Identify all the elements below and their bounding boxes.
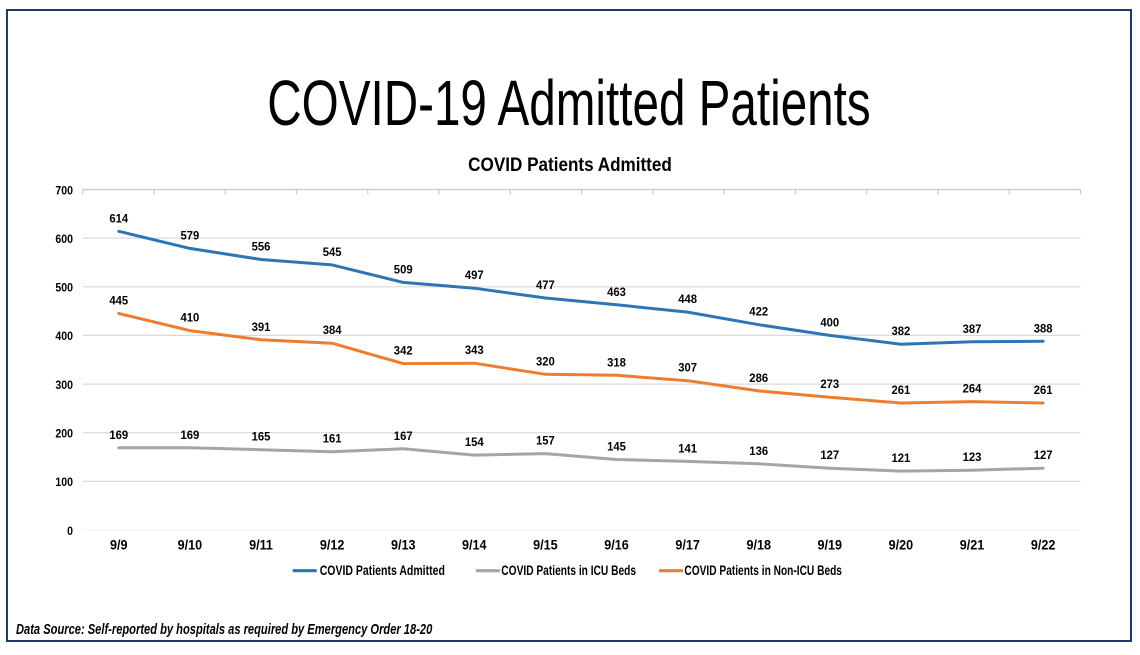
svg-text:556: 556 <box>252 240 271 253</box>
svg-text:400: 400 <box>55 331 73 344</box>
svg-text:169: 169 <box>181 428 200 441</box>
svg-text:9/18: 9/18 <box>746 537 770 553</box>
svg-text:448: 448 <box>678 293 697 306</box>
svg-text:0: 0 <box>67 525 73 538</box>
svg-text:127: 127 <box>820 449 839 462</box>
svg-text:COVID Patients in ICU Beds: COVID Patients in ICU Beds <box>501 562 636 578</box>
svg-text:9/16: 9/16 <box>604 537 628 553</box>
svg-text:264: 264 <box>963 382 982 395</box>
svg-text:100: 100 <box>55 477 73 490</box>
svg-text:9/15: 9/15 <box>533 537 558 553</box>
svg-text:477: 477 <box>536 279 555 292</box>
svg-text:9/11: 9/11 <box>249 537 273 553</box>
svg-text:463: 463 <box>607 285 626 298</box>
svg-text:445: 445 <box>109 294 128 307</box>
svg-text:320: 320 <box>536 355 555 368</box>
svg-text:497: 497 <box>465 269 484 282</box>
svg-text:200: 200 <box>55 428 73 441</box>
svg-text:145: 145 <box>607 440 626 453</box>
svg-text:165: 165 <box>252 430 271 443</box>
svg-text:384: 384 <box>323 324 342 337</box>
svg-text:422: 422 <box>749 305 768 318</box>
svg-text:127: 127 <box>1034 449 1053 462</box>
svg-text:9/9: 9/9 <box>110 537 128 553</box>
svg-text:387: 387 <box>963 322 982 335</box>
svg-text:400: 400 <box>820 316 839 329</box>
svg-text:307: 307 <box>678 361 697 374</box>
svg-text:9/12: 9/12 <box>320 537 344 553</box>
svg-text:700: 700 <box>55 185 73 198</box>
svg-text:300: 300 <box>55 379 73 392</box>
svg-text:9/22: 9/22 <box>1031 537 1055 553</box>
svg-text:COVID Patients in Non-ICU Beds: COVID Patients in Non-ICU Beds <box>684 562 842 578</box>
svg-text:614: 614 <box>109 212 128 225</box>
svg-text:286: 286 <box>749 372 768 385</box>
svg-text:273: 273 <box>820 378 839 391</box>
svg-text:391: 391 <box>252 320 271 333</box>
svg-text:9/13: 9/13 <box>391 537 415 553</box>
svg-text:261: 261 <box>1034 384 1053 397</box>
svg-text:154: 154 <box>465 436 484 449</box>
svg-text:167: 167 <box>394 429 413 442</box>
svg-text:9/14: 9/14 <box>462 537 487 553</box>
svg-text:600: 600 <box>55 233 73 246</box>
svg-text:343: 343 <box>465 344 484 357</box>
svg-text:388: 388 <box>1034 322 1053 335</box>
svg-text:9/10: 9/10 <box>178 537 202 553</box>
svg-text:169: 169 <box>109 428 128 441</box>
svg-text:123: 123 <box>963 451 982 464</box>
svg-text:141: 141 <box>678 442 697 455</box>
svg-text:9/20: 9/20 <box>889 537 913 553</box>
svg-text:579: 579 <box>181 229 200 242</box>
svg-text:410: 410 <box>181 311 200 324</box>
svg-text:136: 136 <box>749 444 768 457</box>
svg-text:157: 157 <box>536 434 555 447</box>
svg-text:509: 509 <box>394 263 413 276</box>
svg-text:342: 342 <box>394 344 413 357</box>
svg-text:318: 318 <box>607 356 626 369</box>
svg-text:9/21: 9/21 <box>960 537 985 553</box>
svg-text:9/19: 9/19 <box>818 537 842 553</box>
svg-text:382: 382 <box>892 325 911 338</box>
svg-text:COVID Patients Admitted: COVID Patients Admitted <box>320 563 445 579</box>
svg-text:121: 121 <box>892 452 911 465</box>
svg-text:161: 161 <box>323 432 342 445</box>
svg-text:545: 545 <box>323 246 342 259</box>
svg-text:500: 500 <box>55 282 73 295</box>
svg-text:9/17: 9/17 <box>675 537 699 553</box>
svg-text:261: 261 <box>892 384 911 397</box>
